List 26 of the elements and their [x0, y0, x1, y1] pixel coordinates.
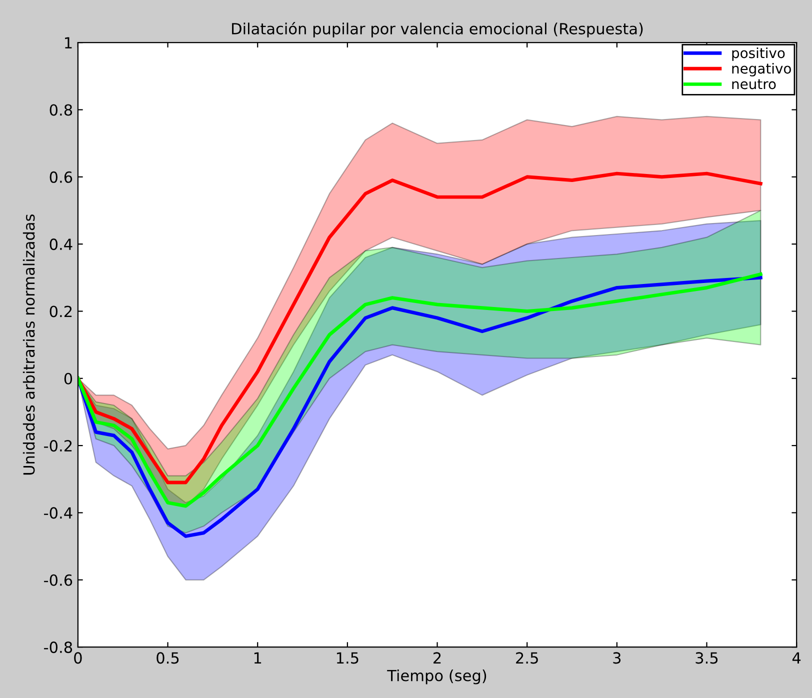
y-tick-label: 1	[65, 37, 72, 48]
y-tick-label: 0.4	[50, 238, 72, 250]
y-tick-label: -0.2	[44, 440, 72, 452]
y-tick-label: -0.8	[44, 642, 72, 654]
y-tick-label: -0.6	[44, 574, 72, 586]
x-tick-label: 1	[254, 652, 262, 664]
y-axis-title: Unidades arbitrarias normalizadas	[22, 214, 35, 475]
x-tick-label: 4	[792, 652, 801, 664]
legend-label: negativo	[732, 62, 791, 76]
x-axis-title: Tiempo (seg)	[387, 669, 486, 684]
x-tick-label: 3	[613, 652, 621, 664]
y-tick-label: 0.8	[50, 104, 72, 116]
x-tick-label: 1.5	[336, 652, 358, 664]
y-tick-label: 0.6	[50, 171, 72, 183]
x-tick-label: 2	[434, 652, 441, 664]
y-tick-label: -0.4	[44, 507, 72, 519]
y-tick-label: 0.2	[50, 306, 72, 318]
legend-label: positivo	[732, 47, 785, 61]
x-tick-label: 0.5	[156, 652, 179, 664]
x-tick-label: 2.5	[516, 652, 538, 664]
chart-title: Dilatación pupilar por valencia emocional (Respuesta)	[232, 22, 643, 38]
legend-label: neutro	[732, 79, 776, 90]
x-tick-label: 3.5	[696, 652, 718, 664]
x-tick-label: 0	[74, 652, 82, 664]
line-series	[78, 172, 762, 484]
y-tick-label: 0	[64, 372, 72, 384]
